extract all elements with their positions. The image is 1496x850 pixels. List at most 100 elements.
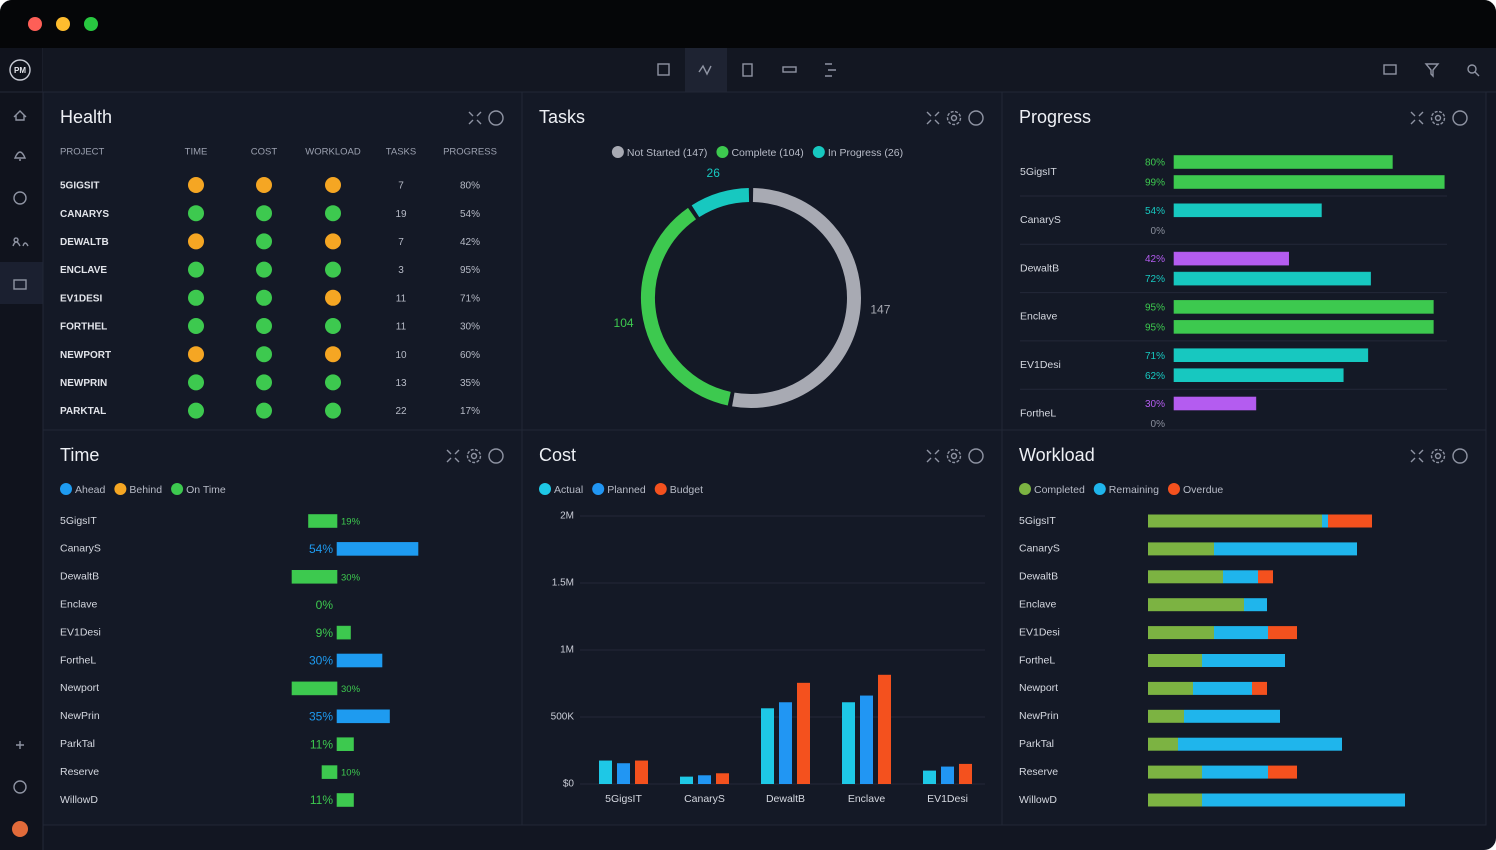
project-name: EV1DESI xyxy=(60,293,102,304)
progress-bar xyxy=(1173,155,1393,169)
legend-marker xyxy=(539,483,551,495)
project-name: DEWALTB xyxy=(60,237,109,248)
search-icon-handle xyxy=(1474,71,1480,77)
team-icon[interactable] xyxy=(12,237,29,247)
expand-button[interactable] xyxy=(446,449,460,463)
help-icon[interactable] xyxy=(13,780,27,794)
time-bar xyxy=(336,709,390,724)
legend-marker xyxy=(592,483,605,495)
workload-segment xyxy=(1244,598,1267,612)
toolbar xyxy=(43,48,1496,92)
donut-slice xyxy=(691,188,750,218)
help-button[interactable] xyxy=(488,110,504,126)
help-button[interactable] xyxy=(968,448,984,464)
settings-button[interactable] xyxy=(946,448,962,464)
status-dot xyxy=(256,318,272,334)
list-icon[interactable] xyxy=(742,63,753,77)
notifications-icon[interactable] xyxy=(13,151,27,161)
category-label: ParkTal xyxy=(1019,738,1054,750)
status-dot xyxy=(256,177,272,193)
value-label: 0% xyxy=(316,598,334,612)
time-bar xyxy=(336,542,419,556)
cost-bar xyxy=(761,708,774,784)
search-icon[interactable] xyxy=(1467,64,1477,74)
x-tick-label: CanaryS xyxy=(684,793,725,805)
status-dot xyxy=(325,318,341,334)
status-dot xyxy=(256,205,272,222)
progress-bar xyxy=(1173,368,1344,383)
help-button[interactable] xyxy=(1452,110,1468,126)
category-label: Newport xyxy=(1019,682,1058,694)
filter-icon[interactable] xyxy=(1424,63,1440,78)
minimize-button[interactable] xyxy=(56,17,70,31)
expand-button[interactable] xyxy=(1410,449,1424,463)
legend-label: Behind xyxy=(129,484,162,496)
help-button[interactable] xyxy=(1452,448,1468,464)
add-icon[interactable] xyxy=(16,741,24,749)
cost-bar xyxy=(617,763,630,784)
workload-segment xyxy=(1148,709,1184,723)
value-label: 71% xyxy=(1145,351,1165,362)
timesheet-icon[interactable] xyxy=(13,191,27,205)
status-dot xyxy=(325,402,341,419)
value-label: 54% xyxy=(1145,206,1165,217)
table-cell: 42% xyxy=(460,237,480,248)
legend-label: Actual xyxy=(554,484,583,496)
status-dot xyxy=(325,346,341,363)
logo[interactable] xyxy=(9,59,31,81)
expand-button[interactable] xyxy=(468,111,482,125)
help-button[interactable] xyxy=(968,110,984,126)
expand-button[interactable] xyxy=(1410,111,1424,125)
legend-label: Not Started (147) xyxy=(627,147,708,159)
expand-button[interactable] xyxy=(926,449,940,463)
portfolio-icon[interactable] xyxy=(13,279,27,290)
workload-segment xyxy=(1214,626,1268,640)
settings-button[interactable] xyxy=(1430,110,1446,126)
legend-marker xyxy=(60,483,72,495)
panel-title: Workload xyxy=(1019,445,1095,465)
settings-button[interactable] xyxy=(466,448,482,464)
table-cell: 3 xyxy=(398,265,404,276)
workload-segment xyxy=(1148,570,1223,584)
value-label: 62% xyxy=(1145,371,1165,382)
category-label: DewaltB xyxy=(1020,262,1059,274)
progress-bar xyxy=(1173,271,1371,286)
active-nav xyxy=(0,262,43,304)
overview-icon[interactable] xyxy=(657,63,670,76)
time-bar xyxy=(336,653,383,668)
category-label: CanaryS xyxy=(1020,214,1061,226)
status-dot xyxy=(188,402,204,419)
status-dot xyxy=(256,289,272,306)
help-button[interactable] xyxy=(488,448,504,464)
table-cell: 7 xyxy=(398,237,404,248)
legend-marker xyxy=(611,146,624,158)
table-cell: 11 xyxy=(396,293,407,304)
sidebar xyxy=(0,48,43,850)
close-button[interactable] xyxy=(28,17,42,31)
expand-button[interactable] xyxy=(926,111,940,125)
avatar[interactable] xyxy=(12,821,28,837)
workload-segment xyxy=(1148,737,1178,751)
column-header: WORKLOAD xyxy=(305,147,361,158)
table-cell: 10 xyxy=(395,350,407,361)
workload-segment xyxy=(1148,681,1193,695)
settings-hub xyxy=(950,114,958,122)
time-bar xyxy=(336,793,354,807)
time-bar xyxy=(291,569,338,584)
dashboard-icon[interactable] xyxy=(698,64,712,76)
panel xyxy=(42,91,523,431)
time-bar xyxy=(321,765,338,779)
board-icon[interactable] xyxy=(825,63,836,77)
zoom-button[interactable] xyxy=(84,17,98,31)
workload-segment xyxy=(1184,709,1280,723)
print-icon[interactable] xyxy=(1383,64,1397,75)
cost-bar xyxy=(635,760,648,784)
progress-bar xyxy=(1173,203,1322,218)
settings-button[interactable] xyxy=(946,110,962,126)
settings-button[interactable] xyxy=(1430,448,1446,464)
legend-label: In Progress (26) xyxy=(828,147,903,159)
home-icon[interactable] xyxy=(13,110,27,121)
value-label: 0% xyxy=(1151,419,1166,430)
gantt-icon[interactable] xyxy=(782,66,797,73)
